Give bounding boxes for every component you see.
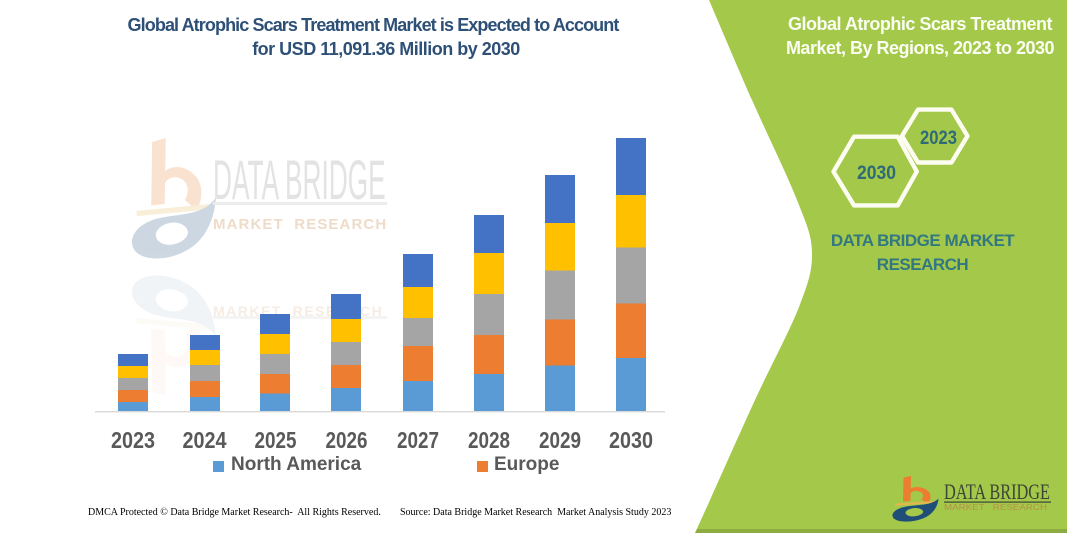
svg-text:2023: 2023	[111, 427, 155, 453]
svg-text:2028: 2028	[468, 427, 510, 453]
svg-text:2023: 2023	[920, 128, 957, 149]
svg-text:2029: 2029	[539, 427, 581, 453]
svg-text:2030: 2030	[609, 427, 653, 453]
svg-text:DATA BRIDGE: DATA BRIDGE	[944, 479, 1050, 504]
svg-text:2024: 2024	[183, 427, 227, 453]
svg-text:2030: 2030	[857, 163, 896, 184]
svg-text:2027: 2027	[397, 427, 439, 453]
svg-text:MARKET RESEARCH: MARKET RESEARCH	[944, 503, 1047, 512]
svg-text:2026: 2026	[326, 427, 368, 453]
svg-text:2025: 2025	[255, 427, 297, 453]
